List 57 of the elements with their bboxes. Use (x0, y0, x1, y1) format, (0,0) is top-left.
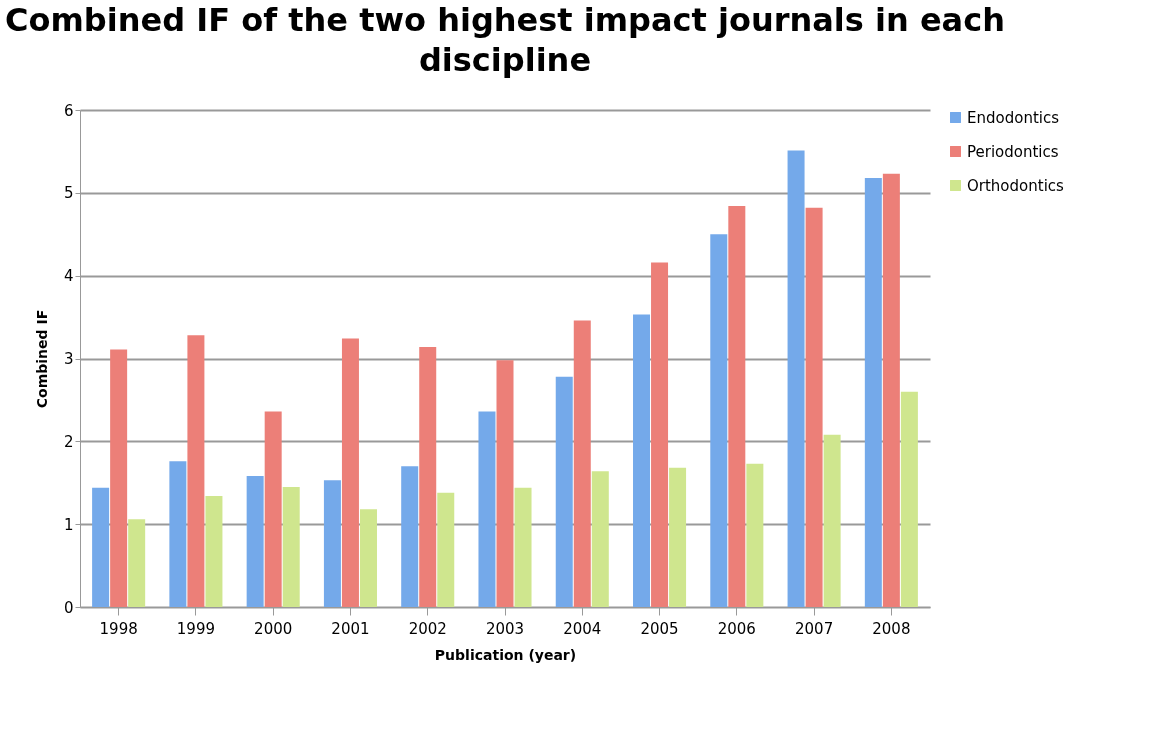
bar (864, 177, 882, 607)
bar (669, 467, 687, 607)
bar (437, 492, 455, 607)
bar (401, 466, 419, 607)
x-axis-title: Publication (year) (434, 646, 577, 663)
y-tick-label: 2 (63, 432, 74, 451)
bar (264, 411, 282, 607)
x-tick-label: 2007 (795, 619, 834, 638)
bar (787, 150, 805, 607)
chart-title: Combined IF of the two highest impact journals in each discipline (5, 1, 1005, 79)
legend-label: Endodontics (967, 108, 1060, 127)
bar (359, 509, 377, 607)
x-tick-label: 1999 (176, 619, 215, 638)
legend-label: Orthodontics (967, 176, 1065, 195)
bar (746, 463, 764, 607)
x-tick-label: 2002 (408, 619, 447, 638)
bar (882, 173, 900, 607)
bar (728, 206, 746, 607)
bar (128, 519, 146, 607)
bar (246, 476, 264, 607)
y-tick-label: 6 (63, 101, 74, 120)
x-tick-label: 2005 (640, 619, 679, 638)
x-tick-label: 2008 (872, 619, 911, 638)
legend-label: Periodontics (967, 142, 1059, 161)
bar (573, 320, 591, 607)
x-tick-label: 2000 (254, 619, 293, 638)
bar (282, 486, 300, 607)
bar (92, 487, 110, 607)
bar (514, 487, 532, 607)
bar (323, 480, 341, 607)
y-axis-title: Combined IF (33, 309, 50, 409)
bar (169, 461, 187, 607)
y-tick-label: 5 (63, 184, 74, 203)
bar (496, 360, 514, 607)
bar (805, 207, 823, 607)
x-tick-label: 1998 (99, 619, 138, 638)
bar (633, 314, 651, 607)
bar (900, 391, 918, 607)
bar (651, 262, 669, 607)
bar (110, 349, 128, 607)
bar (478, 411, 496, 607)
x-tick-label: 2003 (485, 619, 525, 638)
x-tick-label: 2001 (331, 619, 370, 638)
bar (710, 234, 728, 607)
bar (823, 434, 841, 607)
y-tick-label: 0 (63, 598, 74, 617)
y-tick-label: 3 (63, 350, 74, 368)
x-tick-label: 2006 (717, 619, 756, 638)
bar (555, 376, 573, 607)
bar (341, 338, 359, 607)
bar (205, 496, 223, 607)
bar (591, 471, 609, 607)
y-tick-label: 4 (63, 267, 74, 286)
y-tick-label: 1 (63, 515, 74, 534)
bar (187, 335, 205, 607)
bar (419, 346, 437, 607)
x-tick-label: 2004 (563, 619, 602, 638)
